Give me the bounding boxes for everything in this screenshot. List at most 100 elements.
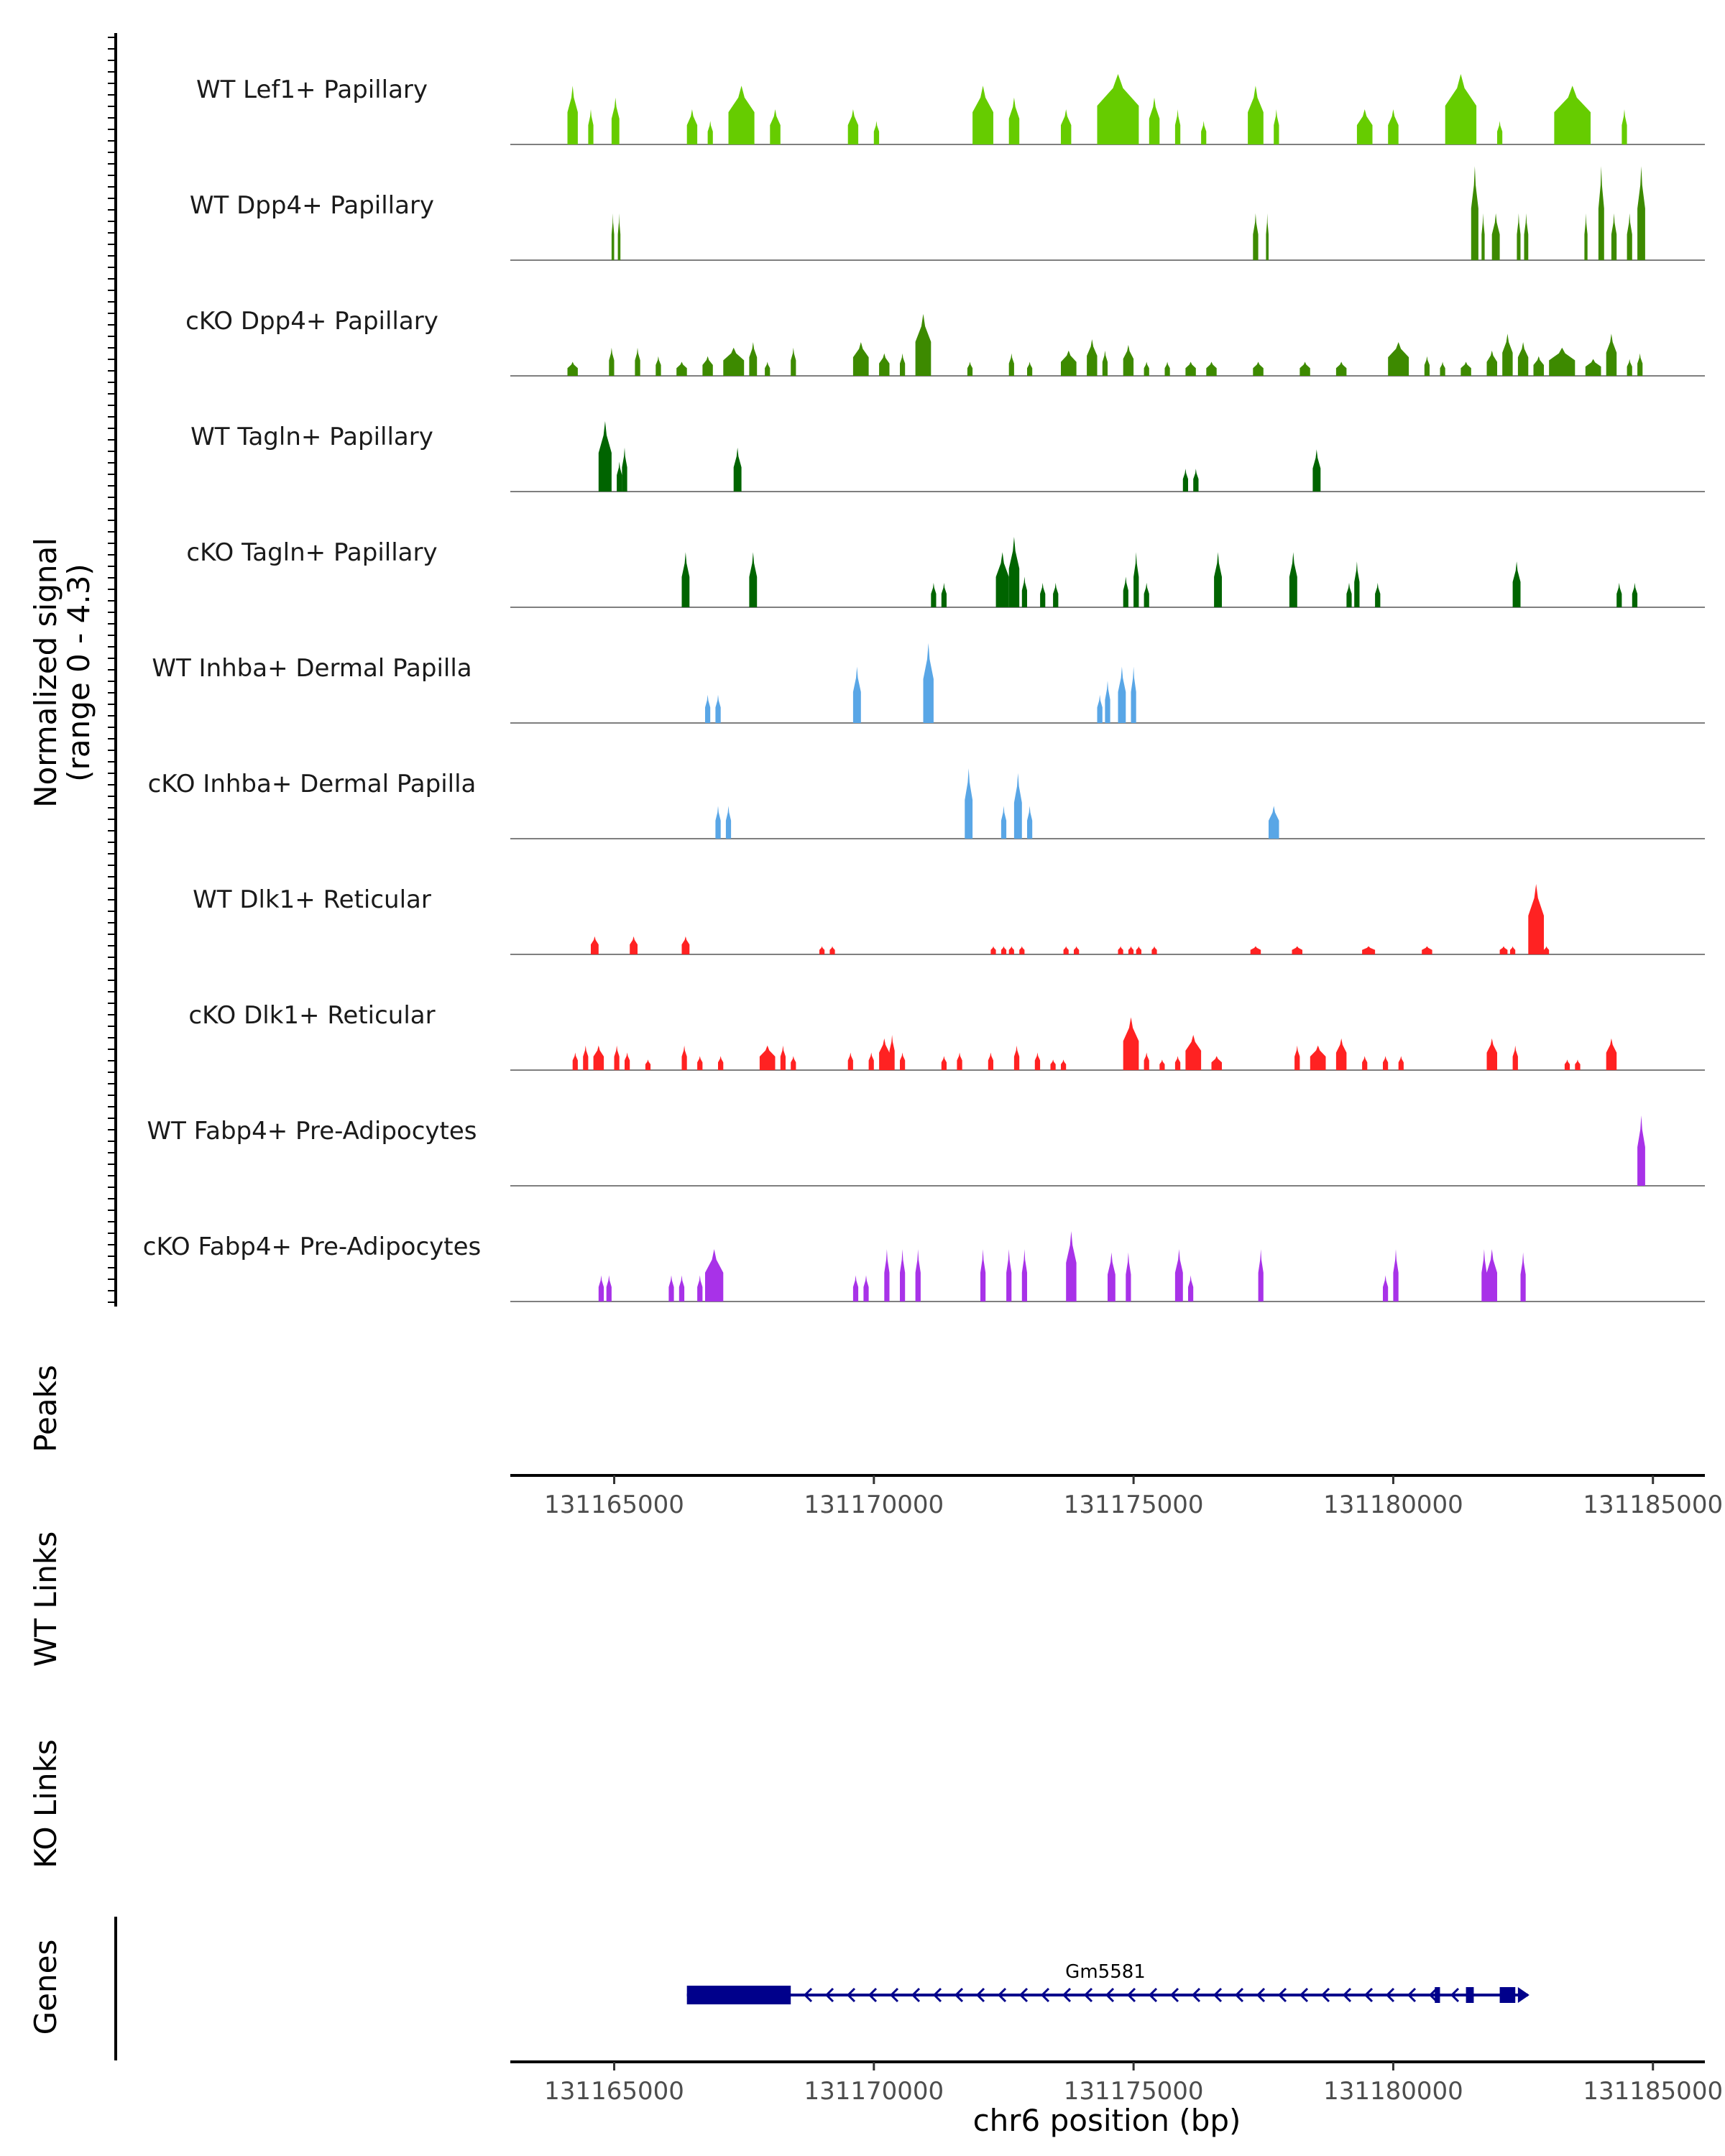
track-label: WT Dpp4+ Papillary xyxy=(190,191,434,220)
track-label: WT Dlk1+ Reticular xyxy=(193,885,431,914)
coverage-peak xyxy=(1027,361,1033,376)
coverage-peak xyxy=(1584,213,1588,260)
coverage-peak xyxy=(567,86,578,144)
coverage-peak xyxy=(1502,333,1513,376)
coverage-peak xyxy=(1481,213,1485,260)
coverage-peak xyxy=(1510,946,1516,954)
x-axis-tick-label: 131165000 xyxy=(544,1491,684,1519)
strand-arrow xyxy=(1342,1987,1352,2003)
coverage-peak xyxy=(1637,1115,1645,1186)
coverage-peak xyxy=(1144,361,1149,376)
coverage-peak xyxy=(900,1052,906,1070)
coverage-peak xyxy=(728,86,755,144)
coverage-peak xyxy=(749,342,758,376)
coverage-peak xyxy=(931,582,937,607)
coverage-peak xyxy=(645,1059,651,1070)
coverage-peak xyxy=(1008,97,1020,144)
x-axis-tick-label: 131175000 xyxy=(1064,1491,1204,1519)
track-label: cKO Fabp4+ Pre-Adipocytes xyxy=(143,1233,482,1261)
coverage-peak xyxy=(1131,666,1136,723)
strand-arrow xyxy=(803,1987,813,2003)
x-axis-tick-label: 131175000 xyxy=(1064,2077,1204,2106)
coverage-peak xyxy=(1201,121,1207,144)
coverage-peak xyxy=(1123,576,1128,607)
strand-arrow xyxy=(1385,1987,1395,2003)
coverage-peak xyxy=(868,1052,874,1070)
coverage-peak xyxy=(1027,806,1033,839)
track-1: WT Dpp4+ Papillary xyxy=(190,166,1705,261)
track-label: cKO Tagln+ Papillary xyxy=(186,538,437,567)
coverage-peak xyxy=(1393,1249,1399,1302)
coverage-peak xyxy=(791,347,796,376)
coverage-peak xyxy=(1356,109,1373,144)
coverage-peak xyxy=(1097,694,1103,723)
coverage-peak xyxy=(879,353,890,376)
coverage-peak xyxy=(1159,1059,1165,1070)
coverage-peak xyxy=(681,936,690,954)
x-axis-tick-label: 131185000 xyxy=(1583,1491,1723,1519)
coverage-peak xyxy=(967,361,973,376)
coverage-peak xyxy=(593,1045,604,1070)
coverage-peak xyxy=(1611,213,1617,260)
coverage-peak xyxy=(1289,552,1297,607)
coverage-peak xyxy=(1554,86,1591,144)
coverage-peak xyxy=(1123,344,1134,376)
coverage-peak xyxy=(1097,74,1139,144)
coverage-peak xyxy=(1102,350,1108,376)
coverage-peak xyxy=(1144,1052,1149,1070)
coverage-peak xyxy=(770,109,781,144)
coverage-peak xyxy=(1637,166,1645,260)
track-label: WT Fabp4+ Pre-Adipocytes xyxy=(147,1117,477,1146)
strand-arrow xyxy=(824,1987,834,2003)
coverage-peak xyxy=(572,1052,578,1070)
coverage-peak xyxy=(1524,213,1529,260)
coverage-peak xyxy=(1471,166,1478,260)
track-label: cKO Inhba+ Dermal Papilla xyxy=(148,770,477,798)
coverage-peak xyxy=(1013,1045,1020,1070)
strand-arrow xyxy=(1363,1987,1374,2003)
coverage-peak xyxy=(591,936,599,954)
coverage-peak xyxy=(1424,356,1430,376)
coverage-peak xyxy=(681,1045,687,1070)
coverage-peak xyxy=(598,1275,604,1302)
coverage-peak xyxy=(1206,361,1217,376)
coverage-peak xyxy=(1440,361,1445,376)
coverage-peak xyxy=(583,1045,589,1070)
coverage-peak xyxy=(1021,576,1027,607)
coverage-peak xyxy=(900,1249,906,1302)
coverage-peak xyxy=(1388,342,1409,376)
coverage-peak xyxy=(990,946,996,954)
coverage-peak xyxy=(1136,946,1141,954)
coverage-peak xyxy=(1292,946,1302,954)
coverage-peak xyxy=(715,806,721,839)
coverage-peak xyxy=(1214,552,1222,607)
coverage-peak xyxy=(889,1035,895,1070)
y-axis-label-line2: (range 0 - 4.3) xyxy=(61,563,96,782)
coverage-peak xyxy=(1354,561,1360,607)
track-6: cKO Inhba+ Dermal Papilla xyxy=(148,768,1705,839)
coverage-peak xyxy=(1312,449,1321,492)
coverage-peak xyxy=(1269,806,1279,839)
gene-exon xyxy=(1499,1987,1516,2003)
strand-arrow xyxy=(997,1987,1007,2003)
coverage-peak xyxy=(791,1056,796,1070)
coverage-peak xyxy=(1622,109,1627,144)
coverage-peak xyxy=(1021,1249,1027,1302)
track-5: WT Inhba+ Dermal Papilla xyxy=(152,642,1705,724)
coverage-peak xyxy=(656,356,661,376)
coverage-peak xyxy=(879,1038,890,1070)
coverage-peak xyxy=(1637,353,1643,376)
coverage-peak xyxy=(606,1275,612,1302)
coverage-peak xyxy=(668,1275,674,1302)
strand-arrow xyxy=(1105,1987,1115,2003)
track-label: WT Tagln+ Papillary xyxy=(190,423,433,451)
coverage-peak xyxy=(852,666,861,723)
coverage-peak xyxy=(1013,773,1022,839)
coverage-peak xyxy=(847,1052,853,1070)
coverage-peak xyxy=(873,121,880,144)
coverage-peak xyxy=(1053,582,1059,607)
coverage-peak xyxy=(1486,1038,1497,1070)
coverage-peak xyxy=(1118,946,1123,954)
coverage-peak xyxy=(1362,1056,1368,1070)
coverage-peak xyxy=(1294,1045,1300,1070)
